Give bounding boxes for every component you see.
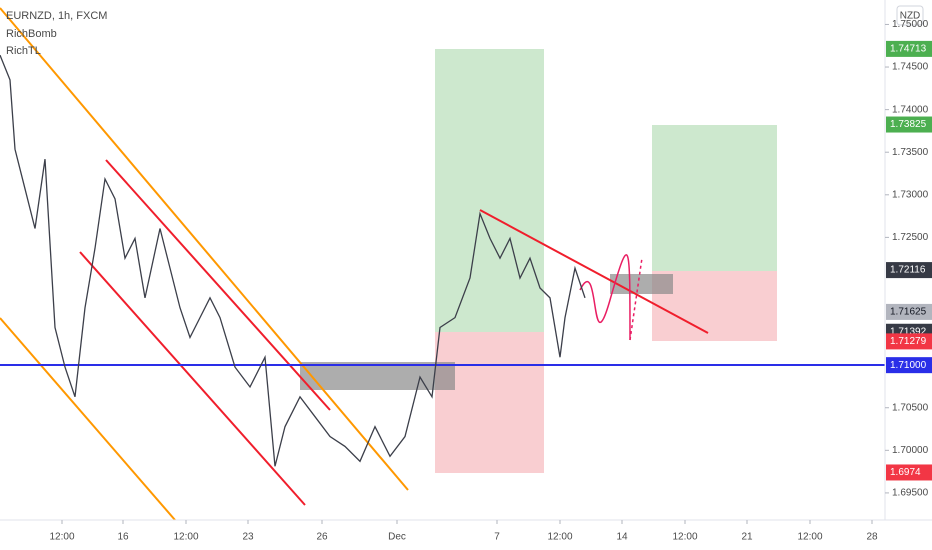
channel-line <box>0 317 176 521</box>
price-tag-label: 1.74713 <box>890 44 927 55</box>
x-tick-label: 12:00 <box>547 532 572 543</box>
x-tick-label: 26 <box>316 532 328 543</box>
zone <box>300 362 455 390</box>
x-tick-label: 12:00 <box>49 532 74 543</box>
target-zone <box>652 125 777 271</box>
price-tag-label: 1.71279 <box>890 336 927 347</box>
price-tag-label: 1.71625 <box>890 307 927 318</box>
price-tag-label: 1.72116 <box>890 265 926 276</box>
drawings <box>0 0 932 521</box>
price-line <box>0 54 586 467</box>
channel-line <box>0 7 409 491</box>
x-tick-label: 23 <box>242 532 254 543</box>
projection <box>629 257 643 341</box>
price-tag <box>886 116 932 133</box>
price-tag-label: 1.73825 <box>890 119 927 130</box>
y-tick-label: 1.73500 <box>892 147 929 158</box>
y-tick-label: 1.74500 <box>892 62 929 73</box>
indicator: RichBomb <box>6 28 57 40</box>
price-tag-label: 1.6974 <box>890 467 921 478</box>
trend-line <box>479 209 709 334</box>
y-tick-label: 1.69500 <box>892 488 929 499</box>
stop-zone <box>435 332 544 473</box>
y-tick-label: 1.70500 <box>892 402 929 413</box>
projection <box>579 254 631 341</box>
x-tick-label: 7 <box>494 532 500 543</box>
y-tick-label: 1.72500 <box>892 232 929 243</box>
price-tag-label: 1.71392 <box>890 326 927 337</box>
x-tick-label: 16 <box>117 532 129 543</box>
x-tick-label: 12:00 <box>173 532 198 543</box>
y-tick-label: 1.73000 <box>892 189 929 200</box>
trend-line <box>79 251 306 506</box>
price-tag <box>886 303 932 320</box>
x-tick-label: 14 <box>616 532 628 543</box>
price-tag <box>886 40 932 57</box>
zone <box>610 274 673 294</box>
currency-label[interactable]: NZD <box>900 11 921 22</box>
target-zone <box>435 49 544 332</box>
indicator: RichTL <box>6 45 41 57</box>
price-tag <box>886 357 932 374</box>
y-tick-label: 1.74000 <box>892 104 929 115</box>
chart-title: EURNZD, 1h, FXCM <box>6 10 107 22</box>
price-tag <box>886 262 932 279</box>
x-tick-label: 28 <box>866 532 878 543</box>
x-tick-label: 12:00 <box>672 532 697 543</box>
price-tag <box>886 464 932 481</box>
y-tick-label: 1.70000 <box>892 445 929 456</box>
x-tick-label: 21 <box>741 532 753 543</box>
price-tag-label: 1.71000 <box>890 360 927 371</box>
x-tick-label: Dec <box>388 532 406 543</box>
y-tick-label: 1.75000 <box>892 19 929 30</box>
trend-line <box>105 159 331 411</box>
x-tick-label: 12:00 <box>797 532 822 543</box>
price-tag <box>886 333 932 350</box>
currency-button[interactable] <box>896 5 924 26</box>
